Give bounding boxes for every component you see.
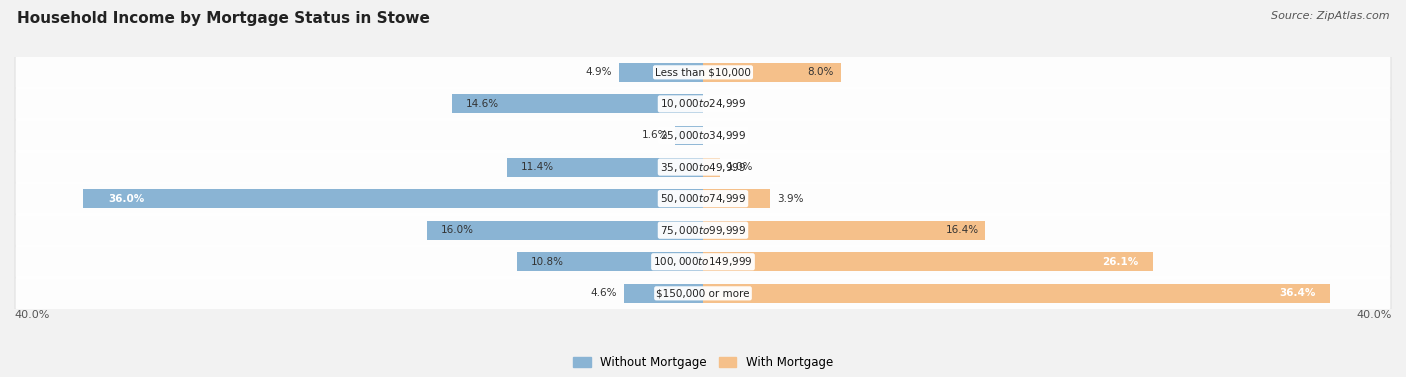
Text: Less than $10,000: Less than $10,000 xyxy=(655,67,751,77)
Bar xyxy=(703,63,841,82)
Text: 4.6%: 4.6% xyxy=(591,288,617,298)
Text: $10,000 to $24,999: $10,000 to $24,999 xyxy=(659,97,747,110)
FancyBboxPatch shape xyxy=(0,246,1406,277)
Text: $100,000 to $149,999: $100,000 to $149,999 xyxy=(654,255,752,268)
FancyBboxPatch shape xyxy=(0,57,1406,88)
Bar xyxy=(703,221,986,240)
Text: 36.0%: 36.0% xyxy=(108,194,145,204)
Text: 26.1%: 26.1% xyxy=(1102,257,1139,267)
FancyBboxPatch shape xyxy=(15,213,1391,247)
FancyBboxPatch shape xyxy=(15,245,1391,279)
Text: 4.9%: 4.9% xyxy=(585,67,612,77)
FancyBboxPatch shape xyxy=(0,151,1406,183)
Bar xyxy=(427,221,703,240)
Legend: Without Mortgage, With Mortgage: Without Mortgage, With Mortgage xyxy=(568,351,838,374)
Text: 1.0%: 1.0% xyxy=(727,162,754,172)
Text: 40.0%: 40.0% xyxy=(1357,310,1392,320)
FancyBboxPatch shape xyxy=(0,88,1406,120)
FancyBboxPatch shape xyxy=(0,120,1406,151)
FancyBboxPatch shape xyxy=(15,276,1391,310)
Bar xyxy=(451,94,703,113)
Bar xyxy=(83,189,703,208)
FancyBboxPatch shape xyxy=(15,55,1391,89)
Text: 40.0%: 40.0% xyxy=(14,310,49,320)
Text: 10.8%: 10.8% xyxy=(531,257,564,267)
Text: $50,000 to $74,999: $50,000 to $74,999 xyxy=(659,192,747,205)
Text: 3.9%: 3.9% xyxy=(778,194,804,204)
Text: Household Income by Mortgage Status in Stowe: Household Income by Mortgage Status in S… xyxy=(17,11,430,26)
Bar xyxy=(703,189,770,208)
Bar xyxy=(624,284,703,303)
FancyBboxPatch shape xyxy=(0,277,1406,309)
Text: 14.6%: 14.6% xyxy=(465,99,499,109)
Text: 11.4%: 11.4% xyxy=(520,162,554,172)
Text: $150,000 or more: $150,000 or more xyxy=(657,288,749,298)
Text: $25,000 to $34,999: $25,000 to $34,999 xyxy=(659,129,747,142)
Bar xyxy=(703,284,1330,303)
FancyBboxPatch shape xyxy=(0,183,1406,215)
Text: 16.4%: 16.4% xyxy=(945,225,979,235)
Bar xyxy=(703,158,720,176)
FancyBboxPatch shape xyxy=(15,118,1391,153)
Text: 8.0%: 8.0% xyxy=(807,67,834,77)
Text: 1.6%: 1.6% xyxy=(643,130,669,141)
Text: Source: ZipAtlas.com: Source: ZipAtlas.com xyxy=(1271,11,1389,21)
Bar xyxy=(703,252,1153,271)
Text: 16.0%: 16.0% xyxy=(441,225,474,235)
Bar xyxy=(619,63,703,82)
Bar xyxy=(675,126,703,145)
FancyBboxPatch shape xyxy=(0,215,1406,246)
Bar xyxy=(506,158,703,176)
Text: $35,000 to $49,999: $35,000 to $49,999 xyxy=(659,161,747,173)
FancyBboxPatch shape xyxy=(15,87,1391,121)
FancyBboxPatch shape xyxy=(15,182,1391,216)
Text: $75,000 to $99,999: $75,000 to $99,999 xyxy=(659,224,747,237)
Bar xyxy=(517,252,703,271)
Text: 36.4%: 36.4% xyxy=(1279,288,1316,298)
FancyBboxPatch shape xyxy=(15,150,1391,184)
